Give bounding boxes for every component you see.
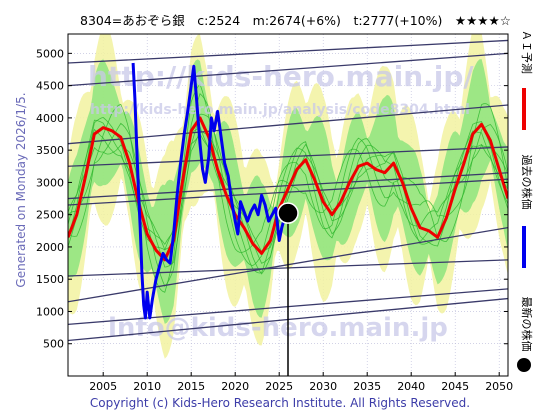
watermark-bottom: info@kids-hero.main.jp [108, 313, 448, 343]
plot-frame [67, 33, 509, 377]
trend-line [68, 52, 508, 87]
x-tick-label: 2030 [309, 380, 337, 393]
x-tick-label: 2025 [265, 380, 293, 393]
y-tick-label: 2500 [36, 209, 64, 222]
y-tick-label: 2000 [36, 241, 64, 254]
legend-ai-swatch [522, 88, 526, 130]
y-tick-label: 4500 [36, 80, 64, 93]
x-tick-label: 2035 [353, 380, 381, 393]
x-tick-label: 2015 [177, 380, 205, 393]
x-tick-label: 2045 [441, 380, 469, 393]
y-tick-label: 3000 [36, 176, 64, 189]
y-tick-label: 3500 [36, 144, 64, 157]
band-contour [68, 92, 508, 287]
ai-forecast-line [68, 116, 508, 262]
legend-ai: ＡＩ予測 [512, 30, 542, 135]
legend-latest-label: 最新の株価 [520, 296, 533, 352]
copyright-footer: Copyright (c) Kids-Hero Research Institu… [89, 396, 471, 410]
y-axis: 500 1000 1500 2000 2500 3000 3500 4000 4500 5000 [36, 47, 508, 351]
x-tick-label: 2040 [397, 380, 425, 393]
legend-latest-dot [517, 358, 531, 372]
watermark-top: http://kids-hero.main.jp/ [88, 60, 474, 93]
current-marker [277, 202, 299, 376]
past-price-line [131, 62, 290, 320]
legend-past-swatch [522, 226, 526, 268]
y-tick-label: 5000 [36, 47, 64, 60]
series-lines [68, 62, 508, 320]
header-title: 8304=あおぞら銀 c:2524 m:2674(+6%) t:2777(+10… [80, 13, 511, 28]
x-tick-label: 2005 [89, 380, 117, 393]
trend-line [68, 146, 508, 167]
x-axis: 2005 2010 2015 2020 2025 2030 2035 2040 2045 2050 [89, 372, 513, 393]
x-tick-label: 2010 [133, 380, 161, 393]
legend-past: 過去の株価 [512, 148, 542, 278]
x-tick-label: 2050 [485, 380, 513, 393]
legend-ai-label: ＡＩ予測 [520, 30, 533, 74]
y-tick-label: 1500 [36, 273, 64, 286]
legend: ＡＩ予測 過去の株価 最新の株価 [512, 30, 542, 380]
y-tick-label: 500 [43, 338, 64, 351]
watermarks: http://kids-hero.main.jp/ http://kids-he… [88, 60, 474, 343]
trend-line [68, 104, 508, 145]
x-tick-label: 2020 [221, 380, 249, 393]
trend-line [68, 39, 508, 64]
y-tick-label: 1000 [36, 305, 64, 318]
legend-latest: 最新の株価 [512, 294, 542, 384]
y-tick-label: 4000 [36, 112, 64, 125]
watermark-middle: http://kids-hero.main.jp/analysis/code83… [90, 102, 470, 118]
current-price-dot [277, 202, 299, 224]
legend-past-label: 過去の株価 [520, 154, 533, 210]
